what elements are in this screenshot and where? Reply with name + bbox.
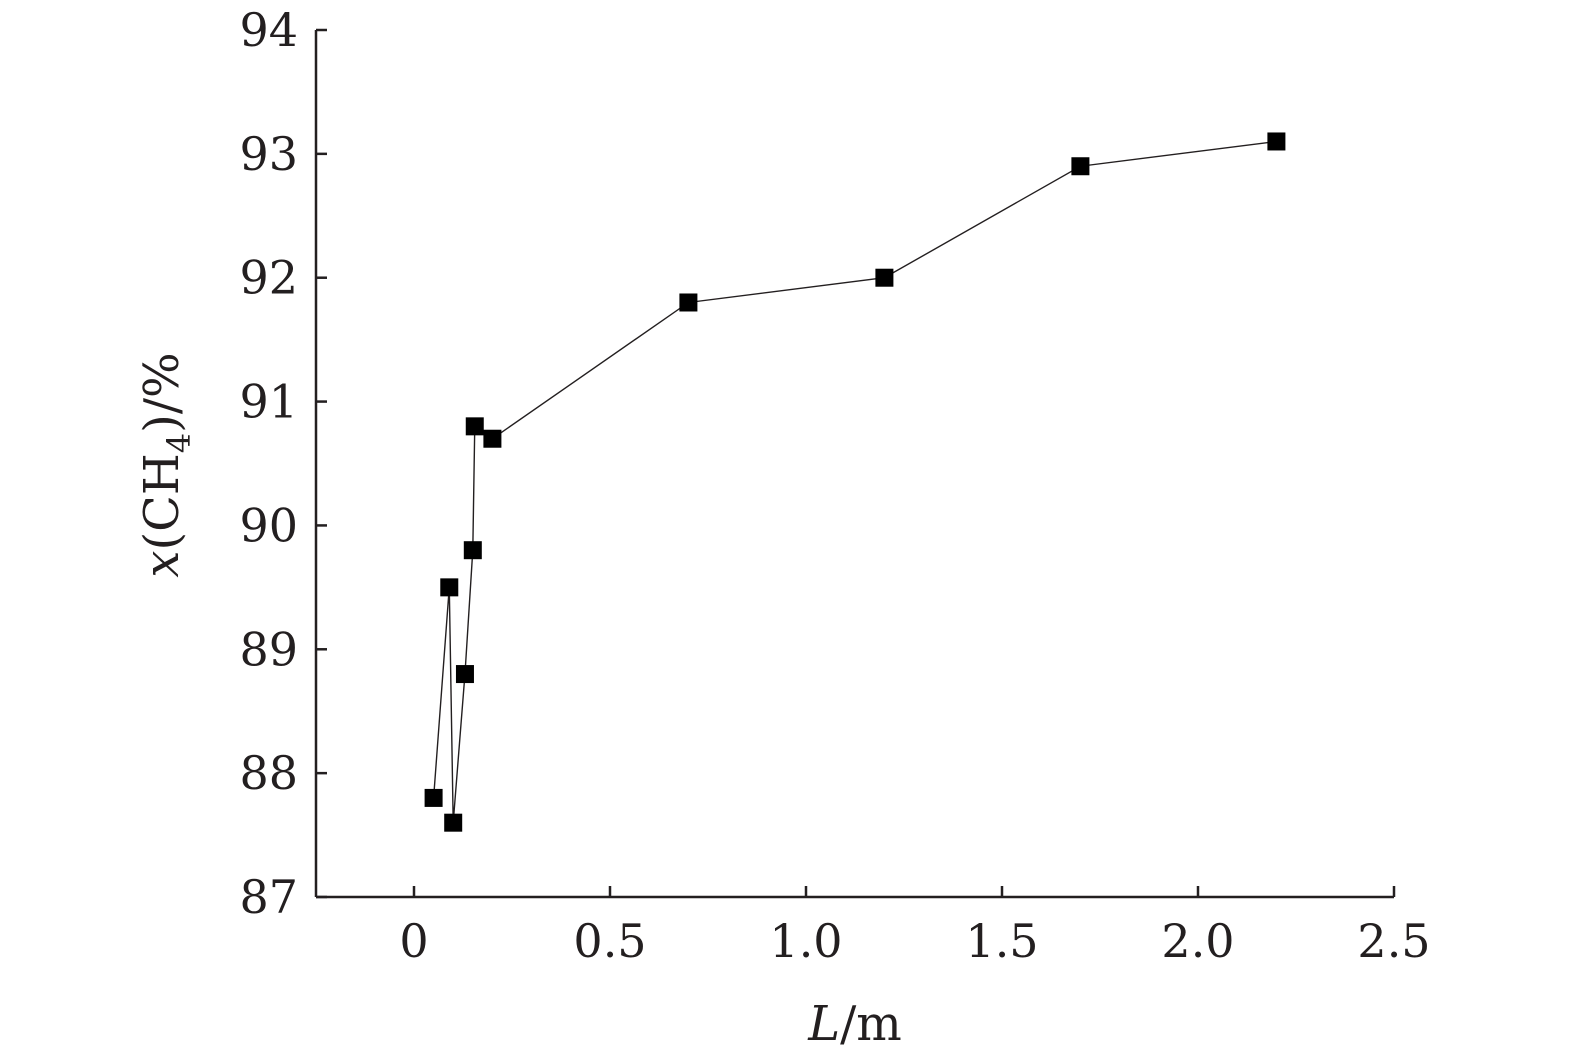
data-point-marker [483, 429, 502, 448]
y-tick-label: 88 [239, 746, 298, 800]
x-axis-label: L/m [807, 996, 902, 1052]
x-tick-label: 0.5 [573, 914, 646, 968]
y-tick-label: 91 [239, 375, 298, 429]
x-tick-label: 2.0 [1161, 914, 1234, 968]
data-point-marker [455, 665, 474, 684]
x-tick-label: 1.0 [769, 914, 842, 968]
series [424, 132, 1286, 832]
data-point-marker [679, 293, 698, 312]
y-axis-label: x(CH4)/% [134, 352, 198, 577]
data-point-marker [424, 788, 443, 807]
axes [314, 30, 1394, 899]
data-point-marker [875, 268, 894, 287]
data-point-marker [463, 541, 482, 560]
y-tick-label: 90 [239, 498, 298, 552]
data-point-marker [465, 417, 484, 436]
x-tick-label: 2.5 [1357, 914, 1430, 968]
series-line [432, 140, 1277, 823]
data-point-marker [1071, 157, 1090, 176]
x-tick-label: 0 [399, 914, 428, 968]
y-tick-label: 87 [239, 870, 298, 924]
data-point-marker [440, 578, 459, 597]
x-tick-label: 1.5 [965, 914, 1038, 968]
data-point-marker [444, 813, 463, 832]
y-tick-label: 94 [239, 3, 298, 57]
y-tick-label: 92 [239, 251, 298, 305]
y-tick-label: 93 [239, 127, 298, 181]
y-tick-label: 89 [239, 622, 298, 676]
data-point-marker [1267, 132, 1286, 151]
ticks: 0 0.5 1.0 1.5 2.0 2.5 87 88 89 90 91 92 93 94 [239, 3, 1430, 968]
